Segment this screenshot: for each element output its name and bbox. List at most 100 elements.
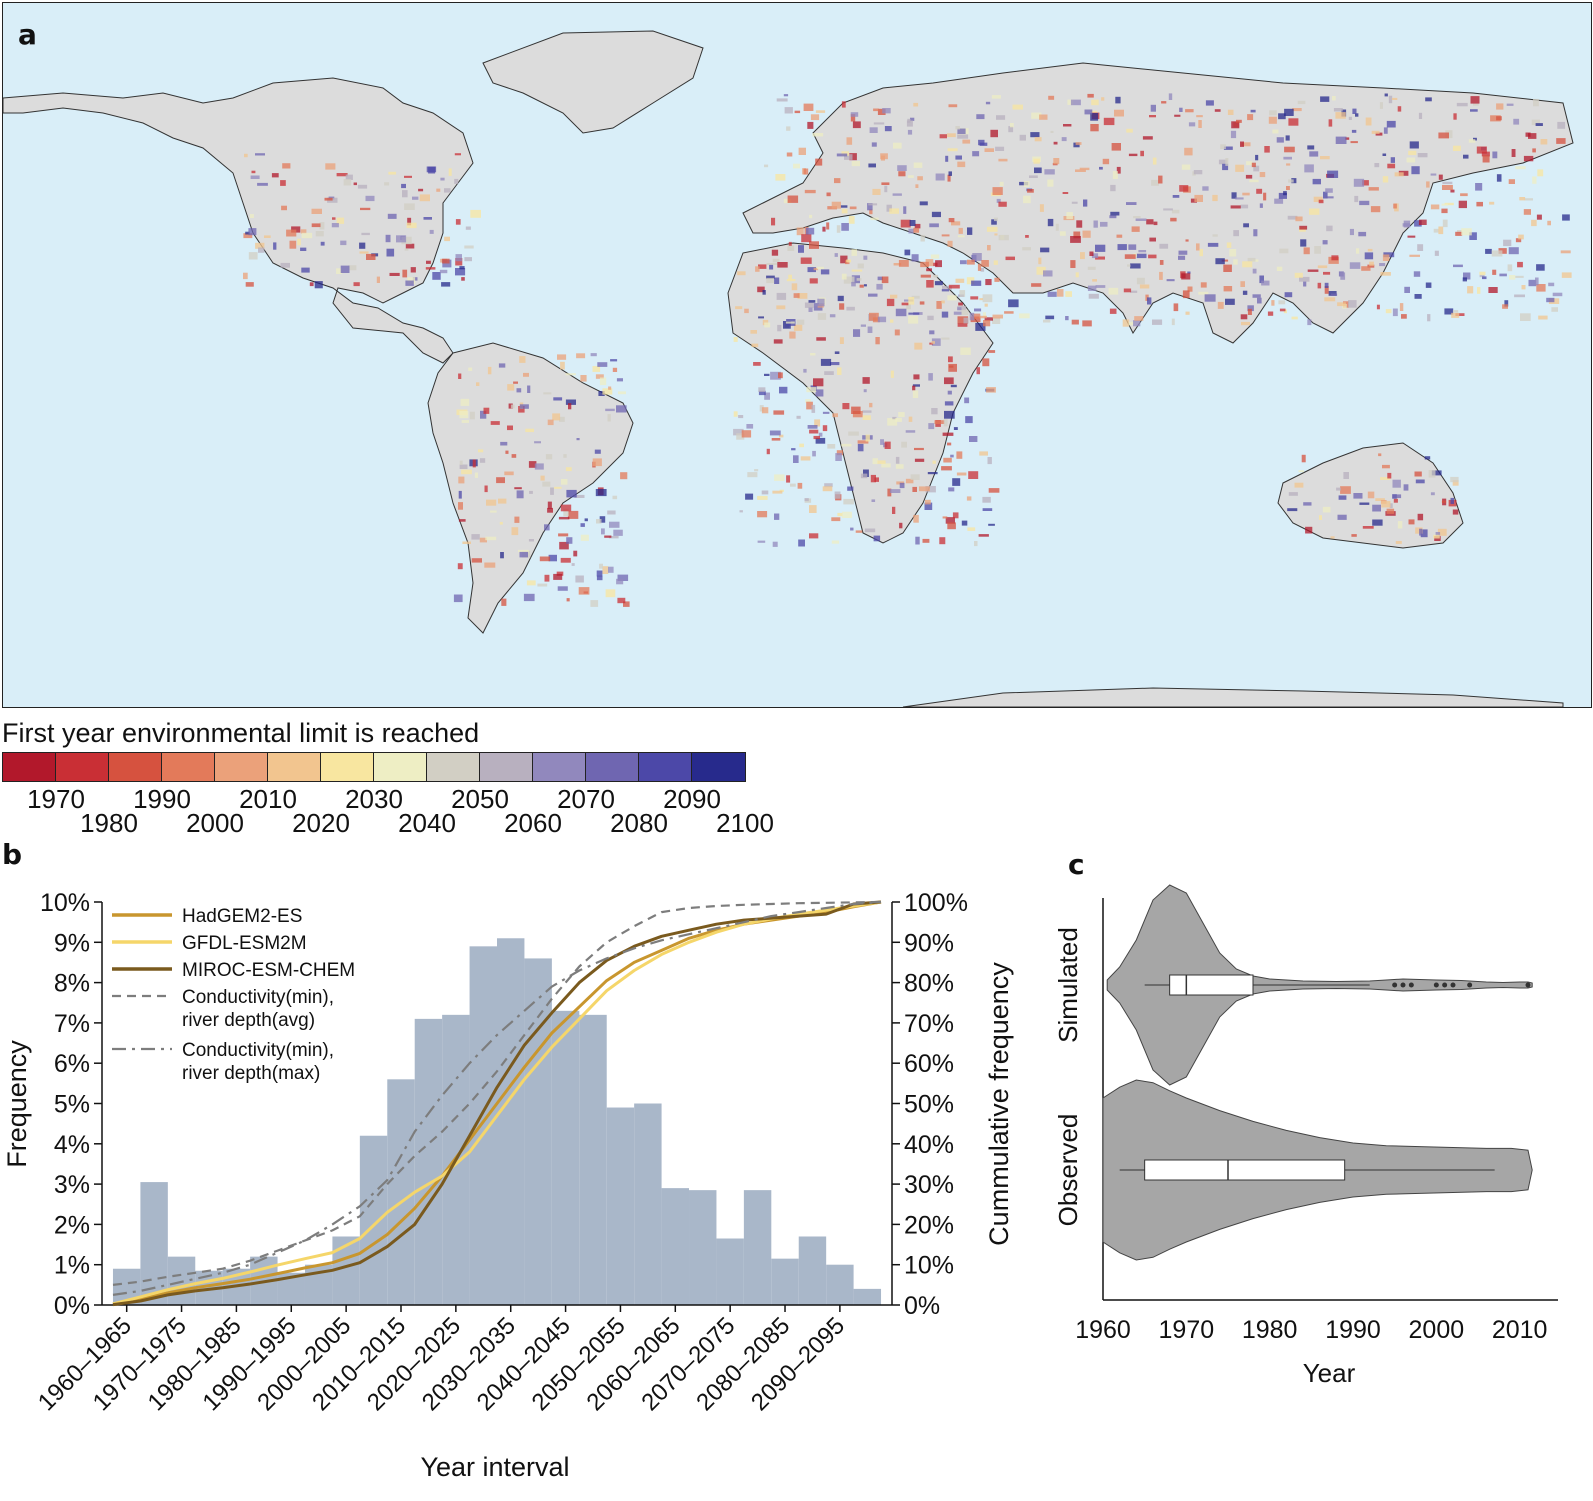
basin-patch (1259, 172, 1266, 178)
basin-patch (959, 290, 966, 297)
basin-patch (988, 523, 995, 526)
basin-patch (745, 493, 754, 500)
basin-patch (281, 205, 287, 211)
basin-patch (925, 259, 934, 267)
basin-patch (1247, 114, 1254, 121)
basin-patch (1171, 209, 1180, 214)
y-tick-label: 6% (54, 1050, 90, 1078)
basin-patch (957, 161, 966, 168)
basin-patch (511, 527, 519, 536)
basin-patch (385, 234, 391, 243)
basin-patch (944, 401, 954, 406)
basin-patch (490, 421, 500, 425)
basin-patch (332, 217, 336, 220)
basin-patch (948, 363, 957, 372)
basin-patch (1171, 318, 1175, 326)
cumulative-line (112, 900, 882, 1306)
basin-patch (1249, 179, 1259, 183)
basin-patch (505, 450, 509, 454)
basin-patch (1548, 282, 1555, 287)
basin-patch (1425, 282, 1432, 288)
basin-patch (1307, 145, 1315, 150)
basin-patch (881, 276, 889, 284)
basin-patch (929, 342, 934, 345)
basin-patch (436, 188, 441, 192)
basin-patch (1198, 120, 1202, 128)
outlier-point (1467, 982, 1473, 988)
basin-patch (507, 425, 513, 431)
basin-patch (1196, 115, 1203, 118)
basin-patch (404, 248, 409, 251)
basin-patch (1303, 247, 1310, 255)
basin-patch (612, 495, 618, 500)
basin-patch (423, 217, 432, 220)
basin-patch (1370, 206, 1381, 213)
basin-patch (996, 198, 1001, 203)
basin-patch (1294, 482, 1304, 488)
basin-patch (947, 522, 956, 530)
basin-patch (837, 367, 842, 375)
y-tick-label: 10% (40, 889, 90, 917)
basin-patch (251, 170, 256, 174)
basin-patch (1372, 519, 1383, 526)
basin-patch (953, 427, 958, 430)
basin-patch (1368, 187, 1379, 191)
colorbar-tick-label: 2000 (186, 808, 244, 838)
basin-patch (1324, 297, 1336, 302)
basin-patch (920, 261, 929, 268)
basin-patch (576, 353, 586, 359)
basin-patch (465, 226, 471, 230)
basin-patch (798, 245, 804, 253)
basin-patch (519, 356, 526, 363)
basin-patch (487, 366, 492, 375)
basin-patch (1395, 541, 1402, 544)
basin-patch (1557, 121, 1566, 129)
basin-patch (566, 537, 573, 544)
basin-patch (607, 414, 611, 422)
basin-patch (785, 321, 795, 324)
basin-patch (948, 356, 953, 363)
y2-tick-label: 80% (904, 970, 954, 998)
basin-patch (595, 489, 607, 497)
basin-patch (797, 482, 803, 489)
basin-patch (1515, 238, 1522, 243)
legend-label: GFDL-ESM2M (182, 933, 307, 954)
basin-patch (1335, 136, 1347, 144)
basin-patch (905, 430, 916, 433)
basin-patch (1455, 231, 1463, 236)
basin-patch (455, 254, 462, 262)
basin-patch (1519, 197, 1526, 201)
basin-patch (248, 228, 257, 236)
basin-patch (926, 280, 934, 288)
colorbar-tick-label: 2040 (398, 808, 456, 838)
basin-patch (1247, 305, 1254, 312)
basin-patch (790, 483, 796, 487)
basin-patch (890, 370, 894, 378)
basin-patch (1095, 256, 1105, 260)
basin-patch (755, 266, 760, 272)
basin-patch (1508, 247, 1519, 255)
basin-patch (985, 279, 992, 286)
basin-patch (757, 540, 766, 543)
basin-patch (576, 438, 580, 441)
basin-patch (361, 232, 370, 236)
basin-patch (924, 502, 933, 510)
basin-patch (388, 171, 397, 175)
basin-patch (1442, 184, 1453, 190)
basin-patch (881, 463, 891, 468)
basin-patch (1287, 508, 1298, 512)
basin-patch (1531, 119, 1540, 126)
basin-patch (741, 430, 752, 438)
basin-patch (1301, 454, 1306, 463)
basin-patch (983, 320, 991, 327)
basin-patch (974, 308, 982, 312)
basin-patch (910, 474, 920, 480)
basin-patch (1124, 254, 1136, 259)
basin-patch (1184, 147, 1193, 156)
basin-patch (1452, 310, 1459, 313)
basin-patch (1131, 226, 1140, 232)
basin-patch (1521, 285, 1526, 290)
basin-patch (992, 317, 1001, 324)
basin-patch (1411, 166, 1420, 175)
basin-patch (1091, 99, 1099, 106)
